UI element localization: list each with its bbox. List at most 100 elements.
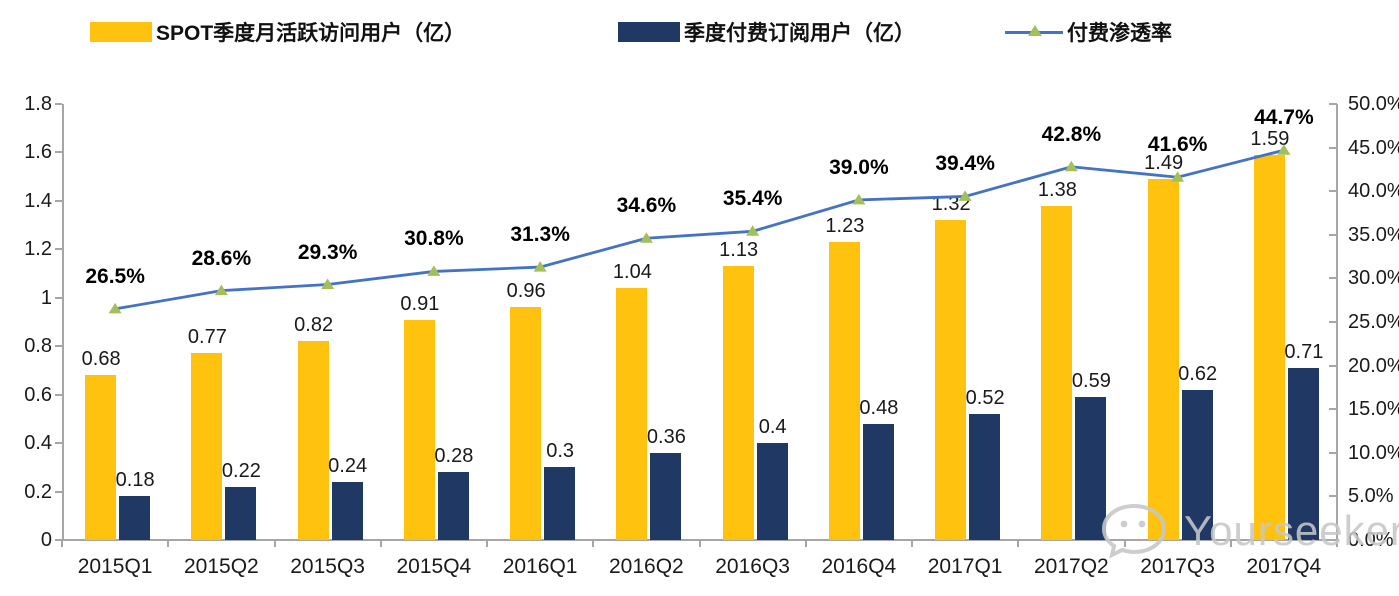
bar-subscribers-2015Q3: [331, 481, 363, 540]
subscribers-value-label: 0.62: [1178, 362, 1218, 385]
left-axis-tick-label: 0.8: [24, 335, 52, 358]
right-axis-tick-label: 15.0%: [1348, 398, 1399, 421]
mau-value-label: 0.77: [187, 326, 227, 349]
x-axis-category-label: 2016Q2: [609, 555, 684, 578]
right-axis-tick-label: 45.0%: [1348, 136, 1399, 159]
subscribers-value-label: 0.18: [115, 469, 155, 492]
x-axis-category-label: 2016Q4: [821, 555, 897, 578]
wechat-icon: [1101, 503, 1167, 559]
mau-value-label: 1.13: [719, 239, 759, 262]
bar-mau-2015Q3: [297, 341, 329, 540]
penetration-rate-label: 41.6%: [1147, 133, 1208, 157]
right-axis-tick-label: 25.0%: [1348, 311, 1399, 333]
right-axis-tick-label: 10.0%: [1348, 441, 1399, 464]
mau-value-label: 1.49: [1144, 152, 1184, 175]
right-axis-tick: [1329, 103, 1337, 105]
left-axis-tick: [55, 199, 62, 202]
x-axis-category-label: 2017Q1: [927, 555, 1003, 578]
penetration-rate-label: 31.3%: [510, 223, 570, 247]
right-axis-tick-label: 40.0%: [1348, 180, 1399, 203]
bar-mau-2017Q3: [1147, 179, 1179, 540]
penetration-rate-label: 30.8%: [404, 227, 464, 251]
penetration-rate-label: 44.7%: [1254, 106, 1314, 130]
x-axis-tick: [61, 540, 63, 547]
mau-value-label: 0.96: [506, 280, 546, 303]
bar-mau-2017Q2: [1041, 205, 1073, 540]
x-axis-category-label: 2017Q4: [1246, 555, 1322, 578]
triangle-marker-icon: [533, 261, 547, 272]
right-axis-tick-label: 50.0%: [1348, 93, 1399, 115]
legend-item-mau: SPOT季度月活跃访问用户（亿）: [90, 18, 465, 46]
right-axis-tick: [1329, 146, 1337, 149]
triangle-marker-icon: [1064, 160, 1078, 172]
legend-label-penetration-rate: 付费渗透率: [1067, 22, 1172, 45]
penetration-rate-label: 34.6%: [616, 194, 677, 218]
right-axis-tick: [1329, 451, 1337, 454]
triangle-marker-icon: [108, 302, 122, 314]
subscribers-value-label: 0.48: [859, 396, 899, 419]
left-axis-tick-label: 1.4: [24, 189, 52, 212]
subscribers-value-label: 0.28: [434, 445, 474, 468]
x-axis-tick: [804, 540, 807, 547]
bar-mau-2017Q1: [935, 220, 967, 540]
right-axis-tick-label: 35.0%: [1348, 223, 1399, 246]
right-axis-tick-label: 20.0%: [1348, 354, 1399, 377]
penetration-rate-label: 28.6%: [191, 246, 252, 270]
left-axis-tick-label: 1.2: [24, 238, 52, 261]
mau-value-label: 1.59: [1250, 127, 1290, 150]
x-axis-tick: [1229, 540, 1232, 547]
triangle-marker-icon: [1277, 144, 1291, 155]
subscribers-value-label: 0.3: [546, 440, 575, 463]
line-path: [114, 148, 1285, 311]
mau-value-label: 0.82: [294, 314, 334, 337]
left-axis-line: [62, 104, 64, 540]
penetration-line-swatch: [1005, 22, 1063, 42]
left-axis-tick: [55, 393, 62, 396]
right-axis-tick: [1329, 408, 1337, 411]
left-axis-tick: [55, 248, 62, 251]
triangle-marker-icon: [958, 190, 972, 201]
mau-value-label: 0.91: [400, 292, 440, 315]
right-axis-tick-label: 0.0%: [1348, 529, 1394, 551]
bar-mau-2015Q2: [191, 353, 223, 540]
left-axis-tick-label: 1: [40, 286, 52, 309]
subscribers-value-label: 0.22: [221, 459, 261, 482]
bar-subscribers-2016Q1: [544, 467, 576, 540]
bar-subscribers-2015Q2: [225, 486, 257, 540]
subscribers-value-label: 0.4: [758, 416, 787, 439]
subscribers-bar-swatch: [618, 22, 680, 42]
x-axis-tick: [379, 540, 382, 547]
penetration-rate-label: 35.4%: [722, 187, 783, 211]
mau-value-label: 1.38: [1037, 178, 1077, 201]
bar-mau-2017Q4: [1253, 154, 1285, 540]
bar-subscribers-2017Q2: [1075, 397, 1107, 540]
bar-mau-2015Q1: [85, 375, 117, 540]
triangle-marker-icon: [427, 265, 441, 276]
bar-subscribers-2016Q4: [862, 423, 894, 540]
mau-bar-swatch: [90, 22, 152, 42]
x-axis-tick: [1336, 540, 1338, 547]
x-axis-category-label: 2015Q2: [184, 555, 259, 578]
mau-value-label: 0.68: [81, 348, 121, 371]
penetration-rate-label: 39.0%: [829, 155, 889, 179]
left-axis-tick-label: 0.2: [24, 480, 52, 503]
x-axis-line: [62, 539, 1339, 541]
x-axis-category-label: 2017Q3: [1140, 555, 1215, 578]
bar-subscribers-2015Q1: [119, 496, 151, 540]
triangle-marker-icon: [321, 278, 335, 290]
triangle-marker-icon: [639, 232, 653, 243]
subscribers-value-label: 0.71: [1284, 341, 1324, 364]
x-axis-category-label: 2015Q1: [77, 555, 153, 578]
left-axis-tick: [55, 103, 62, 105]
mau-value-label: 1.23: [825, 215, 865, 238]
x-axis-tick: [911, 540, 913, 547]
penetration-rate-label: 26.5%: [85, 264, 145, 288]
bar-subscribers-2017Q1: [969, 414, 1001, 540]
mau-value-label: 1.04: [612, 261, 652, 284]
legend-item-subscribers: 季度付费订阅用户（亿）: [618, 18, 915, 46]
legend-item-penetration-rate: 付费渗透率: [1005, 18, 1172, 46]
subscribers-value-label: 0.24: [328, 454, 368, 477]
penetration-rate-label: 39.4%: [935, 152, 995, 176]
triangle-marker-icon: [1171, 171, 1185, 182]
